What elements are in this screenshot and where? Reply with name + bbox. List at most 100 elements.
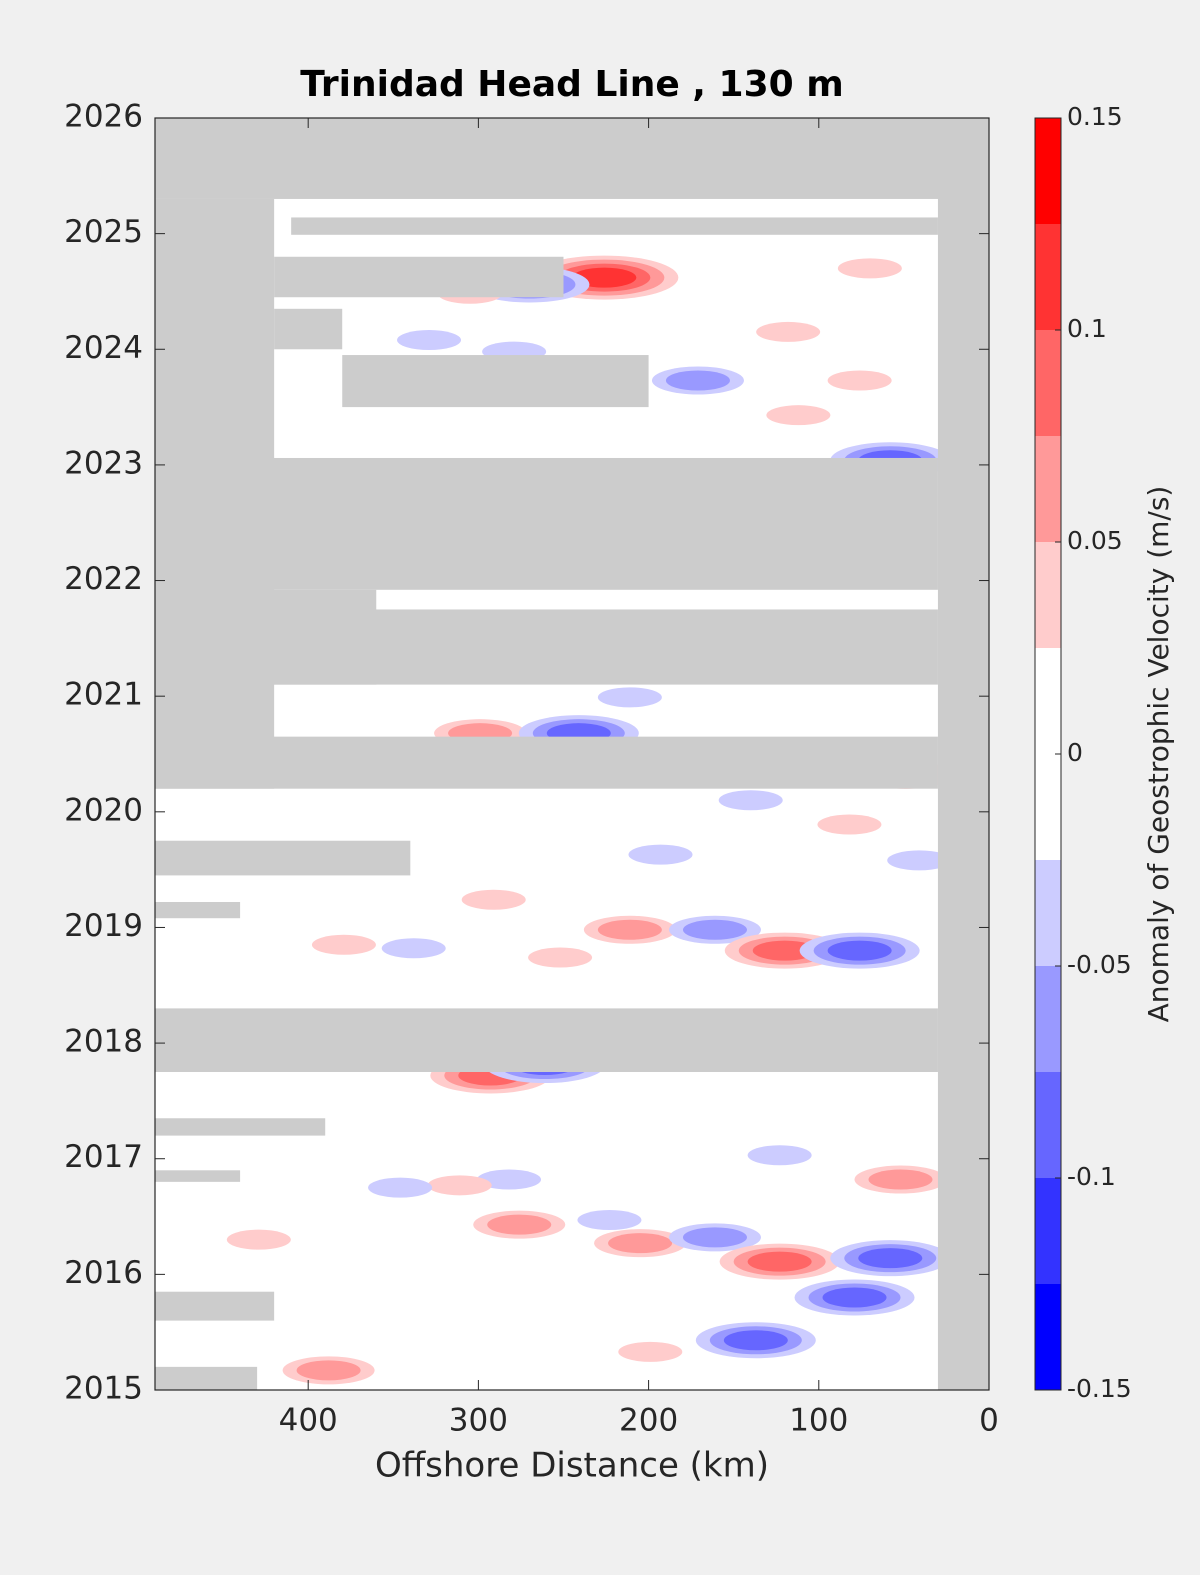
y-tick-label: 2017 <box>64 1139 143 1175</box>
x-tick-label: 0 <box>979 1403 999 1439</box>
plot-frame <box>154 117 990 1391</box>
no-data-mask <box>155 609 938 685</box>
no-data-mask <box>155 840 411 876</box>
contour-level <box>461 889 526 910</box>
no-data-mask <box>937 118 989 1390</box>
contour-blob <box>282 1356 375 1385</box>
contour-blob <box>830 1240 951 1277</box>
contour-blob <box>854 1165 947 1194</box>
contour-level <box>368 1177 433 1198</box>
no-data-mask <box>291 217 938 235</box>
contour-blob <box>651 366 744 395</box>
contour-blob <box>887 850 952 871</box>
contour-blob <box>461 889 526 910</box>
contour-level <box>827 940 892 961</box>
x-axis-label: Offshore Distance (km) <box>375 1446 769 1486</box>
colorbar-tick-label: 0.1 <box>1067 314 1107 343</box>
colorbar-band <box>1035 754 1061 860</box>
contour-level <box>397 330 462 351</box>
contour-level <box>618 1341 683 1362</box>
contour-blob <box>427 1175 492 1196</box>
colorbar-band <box>1035 1284 1061 1390</box>
no-data-mask <box>342 355 649 408</box>
colorbar-band <box>1035 648 1061 754</box>
no-data-mask <box>274 256 564 298</box>
contour-blob <box>668 1223 761 1252</box>
colorbar-band <box>1035 330 1061 436</box>
contour-blob <box>817 814 882 835</box>
contour-blob <box>597 687 662 708</box>
contour-blob <box>594 1229 687 1258</box>
contour-level <box>311 934 376 955</box>
y-tick-label: 2019 <box>64 908 143 944</box>
contour-blob <box>397 330 462 351</box>
contour-level <box>747 1251 812 1272</box>
y-tick-label: 2026 <box>64 99 143 135</box>
y-tick-label: 2020 <box>64 792 143 828</box>
contour-level <box>868 1169 933 1190</box>
y-tick-label: 2023 <box>64 445 143 481</box>
contour-level <box>747 1145 812 1166</box>
colorbar-band <box>1035 1178 1061 1284</box>
contour-level <box>427 1175 492 1196</box>
colorbar-band <box>1035 436 1061 542</box>
contour-blob <box>368 1177 433 1198</box>
colorbar-band <box>1035 542 1061 648</box>
contour-level <box>665 370 730 391</box>
contour-level <box>296 1360 361 1381</box>
no-data-mask <box>155 118 989 199</box>
no-data-mask <box>155 1366 258 1390</box>
contour-level <box>837 258 902 279</box>
contour-level <box>381 938 446 959</box>
contour-blob <box>618 1341 683 1362</box>
contour-level <box>822 1287 887 1308</box>
y-tick-label: 2025 <box>64 214 143 250</box>
contour-blob <box>473 1210 566 1239</box>
contour-level <box>477 1169 542 1190</box>
contour-level <box>628 844 693 865</box>
no-data-mask <box>155 1118 326 1136</box>
no-data-mask <box>155 1170 241 1182</box>
chart-title: Trinidad Head Line , 130 m <box>300 64 843 105</box>
y-tick-label: 2018 <box>64 1024 143 1060</box>
contour-blob <box>583 915 676 944</box>
colorbar-band <box>1035 966 1061 1072</box>
contour-level <box>682 919 747 940</box>
no-data-mask <box>155 736 938 789</box>
contour-level <box>723 1330 788 1351</box>
contour-blob <box>837 258 902 279</box>
contour-blob <box>311 934 376 955</box>
colorbar-tick-label: 0.05 <box>1067 526 1123 555</box>
contour-blob <box>718 790 783 811</box>
contour-blob <box>226 1229 291 1250</box>
contour-blob <box>766 405 831 426</box>
x-tick-label: 100 <box>789 1403 848 1439</box>
y-tick-label: 2015 <box>64 1371 143 1407</box>
colorbar-band <box>1035 224 1061 330</box>
no-data-mask <box>155 457 938 590</box>
contour-blob <box>756 321 821 342</box>
no-data-mask <box>155 902 241 919</box>
contour-level <box>608 1233 673 1254</box>
colorbar-label: Anomaly of Geostrophic Velocity (m/s) <box>1142 486 1175 1023</box>
contour-level <box>682 1227 747 1248</box>
no-data-mask <box>155 1291 275 1321</box>
colorbar-tick-label: -0.15 <box>1067 1374 1132 1403</box>
colorbar-band <box>1035 118 1061 224</box>
contour-level <box>858 1248 923 1269</box>
contour-level <box>487 1214 552 1235</box>
contour-blob <box>477 1169 542 1190</box>
contour-blob <box>528 947 593 968</box>
colorbar-tick-label: 0.15 <box>1067 102 1123 131</box>
x-tick-label: 200 <box>619 1403 678 1439</box>
x-tick-label: 300 <box>449 1403 508 1439</box>
contour-level <box>756 321 821 342</box>
colorbar-tick-label: -0.1 <box>1067 1162 1116 1191</box>
contour-level <box>597 687 662 708</box>
y-tick-label: 2024 <box>64 330 143 366</box>
colorbar-band <box>1035 860 1061 966</box>
contour-blob <box>668 915 761 944</box>
no-data-mask <box>274 308 343 350</box>
